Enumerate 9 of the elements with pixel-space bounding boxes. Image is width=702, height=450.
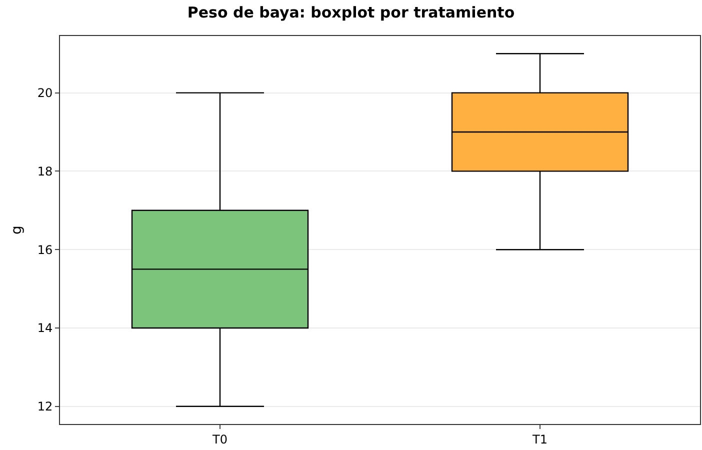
- y-tick-label: 16: [37, 242, 53, 257]
- y-axis-title: g: [8, 226, 25, 234]
- y-tick-label: 18: [37, 164, 53, 178]
- x-tick-label: T0: [212, 432, 228, 446]
- y-tick-label: 12: [37, 400, 53, 414]
- chart-title: Peso de baya: boxplot por tratamiento: [187, 3, 515, 22]
- y-tick-label: 20: [37, 86, 53, 100]
- x-tick-label: T1: [532, 432, 548, 446]
- y-tick-label: 14: [37, 321, 53, 336]
